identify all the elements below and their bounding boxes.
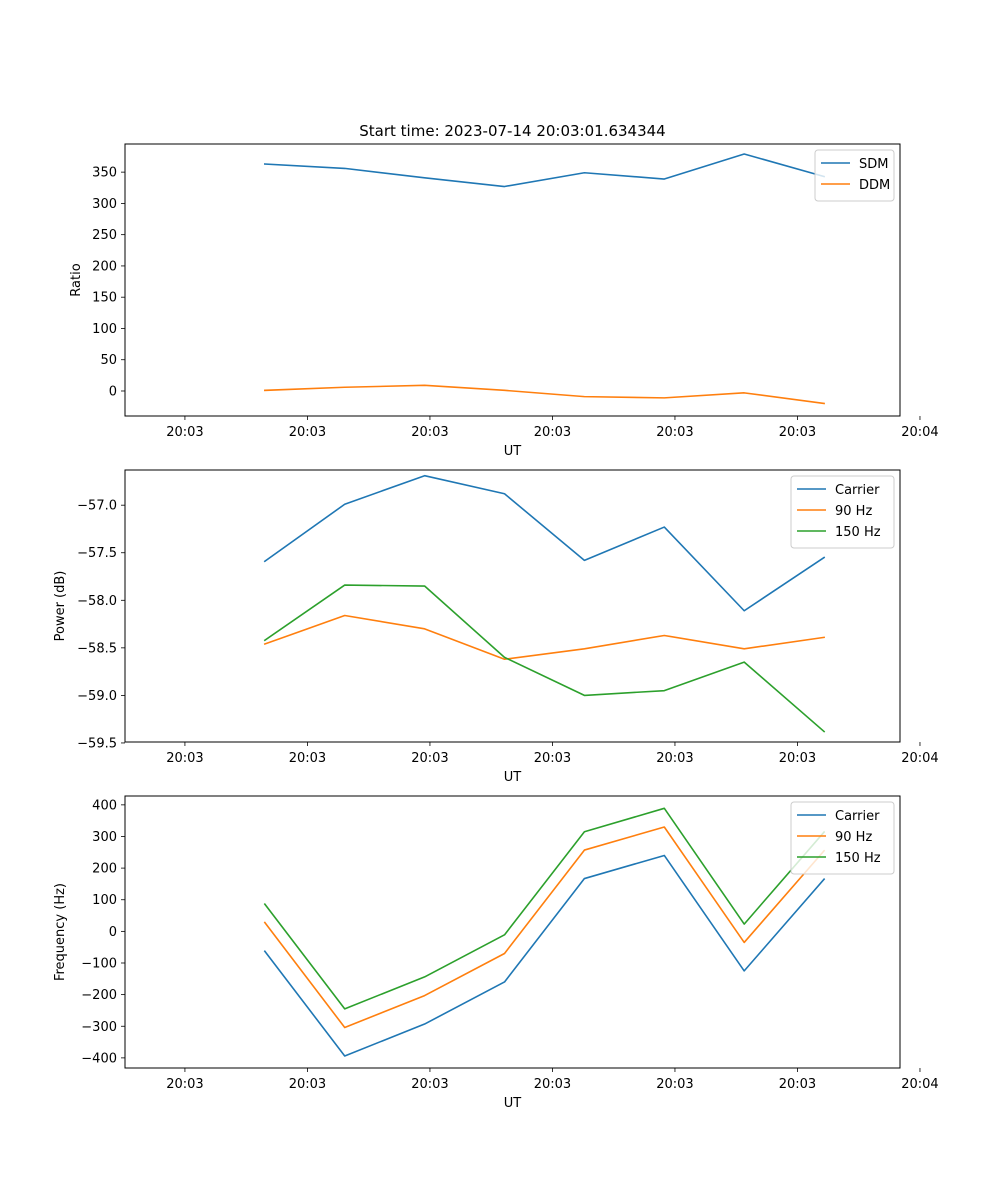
x-tick-label: 20:03 [411,1077,448,1092]
x-tick-label: 20:03 [166,751,203,766]
y-tick-label: −59.0 [77,689,117,704]
x-tick-label: 20:03 [289,425,326,440]
y-axis: −59.5 −59.0 −58.5 −58.0 −57.5 −57.0 Power (dB) [53,499,125,751]
y-axis: 0 50 100 150 200 250 300 350 Ratio [69,166,125,399]
legend-frame [790,801,895,875]
x-tick-label: 20:03 [534,1077,571,1092]
x-tick-label: 20:03 [534,751,571,766]
y-tick-label: 150 [92,291,117,306]
y-tick-label: 400 [92,798,117,813]
y-tick-label: −57.5 [77,546,117,561]
subplot-1-series [263,153,826,405]
legend-label: SDM [859,157,888,172]
series-line-sdm [263,153,826,188]
x-axis-label: UT [504,444,522,459]
legend-label: DDM [859,178,890,193]
legend-label: 90 Hz [835,830,872,845]
y-tick-label: 100 [92,322,117,337]
series-line-90-hz [263,826,826,1029]
y-axis-label: Frequency (Hz) [53,883,68,981]
x-tick-label: 20:03 [411,425,448,440]
series-line-carrier [263,854,826,1057]
x-tick-label: 20:03 [534,425,571,440]
y-tick-label: 350 [92,166,117,181]
axes-frame [124,469,901,743]
y-axis: −400 −300 −200 −100 0 100 200 300 400 Frequency (… [53,798,125,1066]
x-tick-label: 20:03 [656,425,693,440]
subplot-2: 20:03 20:03 20:03 20:03 20:03 20:03 20:04 UT −59… [53,469,939,785]
x-tick-label: 20:04 [901,751,938,766]
subplots: 20:03 20:03 20:03 20:03 20:03 20:03 20:04 UT 0 50… [53,143,939,1111]
y-tick-label: 200 [92,862,117,877]
y-tick-label: −100 [81,956,117,971]
y-tick-label: 50 [100,353,117,368]
subplot-3: 20:03 20:03 20:03 20:03 20:03 20:03 20:04 UT −40… [53,795,939,1111]
x-axis-label: UT [504,1096,522,1111]
y-tick-label: 300 [92,830,117,845]
x-tick-label: 20:03 [411,751,448,766]
subplot-3-series [263,807,826,1057]
series-line-150-hz [263,584,826,733]
x-tick-label: 20:03 [289,1077,326,1092]
series-line-150-hz [263,807,826,1010]
y-tick-label: −400 [81,1051,117,1066]
axes-frame [124,143,901,417]
legend-label: Carrier [835,809,880,824]
y-tick-label: −200 [81,988,117,1003]
legend-label: 150 Hz [835,851,881,866]
legend-label: Carrier [835,483,880,498]
x-tick-label: 20:04 [901,425,938,440]
legend: SDM DDM [814,149,895,202]
y-tick-label: 250 [92,228,117,243]
y-axis-label: Ratio [69,263,84,296]
x-tick-label: 20:03 [656,1077,693,1092]
y-tick-label: 300 [92,197,117,212]
legend-label: 150 Hz [835,525,881,540]
x-tick-label: 20:03 [166,425,203,440]
legend-label: 90 Hz [835,504,872,519]
y-tick-label: 100 [92,893,117,908]
x-axis: 20:03 20:03 20:03 20:03 20:03 20:03 20:04 UT [166,1068,939,1111]
legend: Carrier 90 Hz 150 Hz [790,475,895,549]
x-tick-label: 20:03 [779,425,816,440]
y-tick-label: 0 [109,925,117,940]
subplot-1: 20:03 20:03 20:03 20:03 20:03 20:03 20:04 UT 0 50… [69,143,939,459]
x-axis: 20:03 20:03 20:03 20:03 20:03 20:03 20:04 UT [166,416,939,459]
x-tick-label: 20:03 [779,1077,816,1092]
series-line-carrier [263,474,826,612]
x-tick-label: 20:04 [901,1077,938,1092]
x-axis-label: UT [504,770,522,785]
x-axis: 20:03 20:03 20:03 20:03 20:03 20:03 20:04 UT [166,742,939,785]
series-line-ddm [263,384,825,405]
y-tick-label: 0 [109,384,117,399]
axes-frame [124,795,901,1069]
y-tick-label: −57.0 [77,499,117,514]
figure-title: Start time: 2023-07-14 20:03:01.634344 [359,122,665,140]
y-axis-label: Power (dB) [53,571,68,642]
subplot-2-series [263,474,826,733]
legend: Carrier 90 Hz 150 Hz [790,801,895,875]
x-tick-label: 20:03 [656,751,693,766]
y-tick-label: −58.5 [77,641,117,656]
x-tick-label: 20:03 [289,751,326,766]
y-tick-label: −58.0 [77,594,117,609]
x-tick-label: 20:03 [779,751,816,766]
y-tick-label: −59.5 [77,736,117,751]
legend-frame [790,475,895,549]
x-tick-label: 20:03 [166,1077,203,1092]
y-tick-label: 200 [92,259,117,274]
y-tick-label: −300 [81,1020,117,1035]
series-line-90-hz [263,614,826,661]
